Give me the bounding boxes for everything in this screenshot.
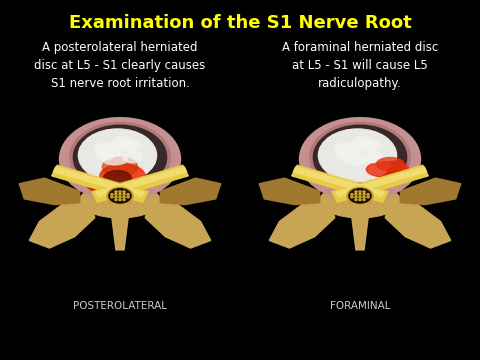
Polygon shape [160, 178, 221, 204]
Polygon shape [400, 178, 461, 204]
Ellipse shape [112, 137, 132, 148]
Polygon shape [96, 167, 187, 197]
Ellipse shape [84, 164, 145, 196]
Ellipse shape [107, 187, 133, 204]
Ellipse shape [70, 122, 170, 192]
Polygon shape [145, 199, 211, 248]
Circle shape [115, 199, 117, 201]
Polygon shape [292, 165, 388, 202]
Circle shape [115, 191, 117, 193]
Polygon shape [336, 167, 427, 197]
Polygon shape [53, 167, 144, 197]
Circle shape [111, 196, 113, 198]
Circle shape [359, 199, 361, 201]
Ellipse shape [104, 171, 132, 186]
Ellipse shape [366, 162, 409, 177]
Ellipse shape [123, 152, 142, 163]
Circle shape [119, 194, 121, 195]
Ellipse shape [342, 154, 368, 165]
Ellipse shape [352, 137, 372, 148]
Text: A foraminal herniated disc
at L5 - S1 will cause L5
radiculopathy.: A foraminal herniated disc at L5 - S1 wi… [282, 41, 438, 90]
Circle shape [363, 196, 365, 198]
Ellipse shape [100, 164, 145, 189]
Circle shape [351, 194, 353, 195]
Ellipse shape [310, 122, 410, 192]
Ellipse shape [109, 189, 131, 203]
Polygon shape [385, 199, 451, 248]
Polygon shape [52, 165, 148, 202]
Circle shape [367, 194, 369, 195]
Circle shape [119, 199, 121, 201]
Ellipse shape [73, 125, 167, 189]
Ellipse shape [347, 187, 373, 204]
Text: POSTEROLATERAL: POSTEROLATERAL [73, 301, 167, 311]
Circle shape [355, 196, 357, 198]
Circle shape [115, 196, 117, 198]
Polygon shape [111, 210, 129, 250]
Ellipse shape [349, 189, 371, 203]
Polygon shape [19, 178, 80, 204]
Polygon shape [29, 199, 95, 248]
Circle shape [363, 199, 365, 201]
Circle shape [127, 196, 129, 198]
Ellipse shape [300, 118, 420, 201]
Circle shape [363, 191, 365, 193]
Ellipse shape [102, 157, 138, 176]
Ellipse shape [359, 140, 382, 152]
Circle shape [123, 194, 125, 195]
Wedge shape [374, 161, 403, 188]
Ellipse shape [96, 151, 114, 160]
Circle shape [359, 191, 361, 193]
Ellipse shape [355, 164, 410, 185]
Polygon shape [92, 165, 188, 202]
Circle shape [127, 194, 129, 195]
Ellipse shape [119, 140, 142, 152]
Circle shape [111, 194, 113, 195]
Ellipse shape [60, 118, 180, 201]
Text: FORAMINAL: FORAMINAL [330, 301, 390, 311]
Circle shape [123, 196, 125, 198]
Text: A posterolateral herniated
disc at L5 - S1 clearly causes
S1 nerve root irritati: A posterolateral herniated disc at L5 - … [35, 41, 205, 90]
Circle shape [123, 191, 125, 193]
Circle shape [355, 194, 357, 195]
Polygon shape [269, 199, 335, 248]
Ellipse shape [363, 152, 382, 163]
Ellipse shape [102, 154, 128, 165]
Circle shape [351, 196, 353, 198]
Circle shape [119, 191, 121, 193]
Circle shape [355, 191, 357, 193]
Ellipse shape [376, 158, 404, 171]
Polygon shape [259, 178, 320, 204]
Circle shape [123, 199, 125, 201]
Circle shape [359, 196, 361, 198]
Circle shape [119, 196, 121, 198]
Text: Examination of the S1 Nerve Root: Examination of the S1 Nerve Root [69, 14, 411, 32]
Polygon shape [332, 165, 428, 202]
Circle shape [367, 196, 369, 198]
Ellipse shape [94, 143, 121, 157]
Circle shape [359, 194, 361, 195]
Circle shape [115, 194, 117, 195]
Ellipse shape [336, 151, 354, 160]
Ellipse shape [313, 125, 407, 189]
Polygon shape [351, 210, 369, 250]
Ellipse shape [78, 129, 156, 182]
Ellipse shape [80, 184, 160, 218]
Circle shape [355, 199, 357, 201]
Ellipse shape [318, 129, 396, 182]
Polygon shape [293, 167, 384, 197]
Ellipse shape [334, 143, 361, 157]
Circle shape [363, 194, 365, 195]
Ellipse shape [320, 184, 400, 218]
